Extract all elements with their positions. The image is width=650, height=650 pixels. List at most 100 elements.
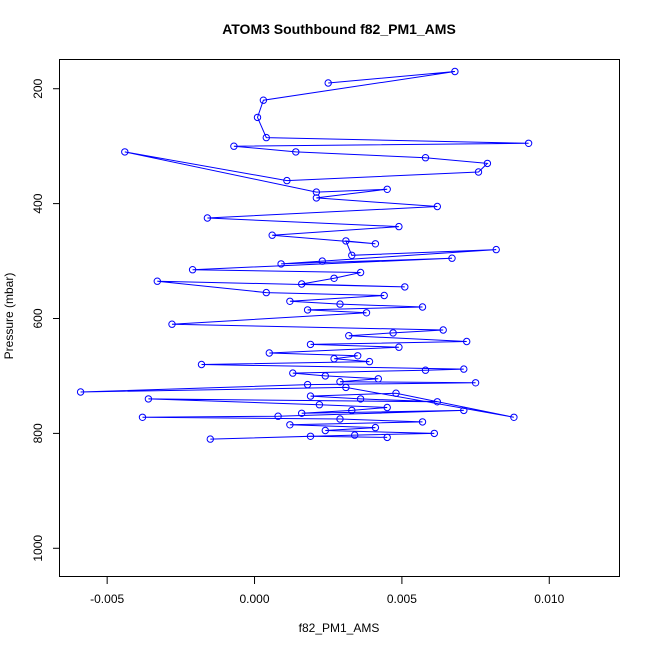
data-point bbox=[336, 415, 344, 423]
data-point bbox=[371, 423, 380, 432]
data-point bbox=[292, 148, 300, 156]
data-point bbox=[168, 320, 176, 328]
x-axis: -0.005 0.000 0.005 0.010 bbox=[90, 577, 565, 606]
plot-frame bbox=[59, 59, 620, 577]
data-point bbox=[451, 67, 459, 76]
data-point bbox=[371, 240, 380, 248]
x-tick-label: -0.005 bbox=[90, 592, 124, 606]
plot-area bbox=[76, 67, 533, 443]
y-axis: 200 400 600 800 1000 bbox=[31, 78, 60, 562]
data-point bbox=[336, 300, 344, 308]
data-point bbox=[206, 435, 215, 443]
data-point bbox=[362, 309, 371, 317]
series-line bbox=[80, 71, 529, 440]
data-point bbox=[365, 357, 374, 366]
data-point bbox=[524, 139, 533, 148]
x-tick-label: 0.000 bbox=[240, 592, 270, 606]
data-point bbox=[321, 372, 329, 380]
data-point bbox=[265, 349, 273, 357]
data-point bbox=[348, 251, 356, 260]
data-point bbox=[380, 291, 388, 300]
y-tick-label: 1000 bbox=[31, 535, 45, 562]
data-point bbox=[312, 194, 321, 202]
y-tick-label: 200 bbox=[31, 78, 45, 98]
data-point bbox=[383, 403, 391, 412]
data-point bbox=[76, 388, 85, 396]
data-point bbox=[144, 395, 153, 403]
data-point bbox=[286, 421, 294, 429]
data-point bbox=[188, 266, 197, 274]
data-point bbox=[418, 418, 427, 426]
data-point bbox=[298, 280, 306, 288]
y-tick-label: 400 bbox=[31, 193, 45, 213]
data-point bbox=[312, 188, 321, 196]
data-point bbox=[262, 133, 270, 142]
data-point bbox=[306, 392, 315, 400]
data-point bbox=[389, 329, 397, 337]
data-point bbox=[203, 214, 212, 222]
data-point bbox=[383, 185, 391, 194]
data-point bbox=[253, 113, 262, 122]
data-point bbox=[492, 245, 500, 254]
data-point bbox=[303, 380, 312, 389]
data-point bbox=[298, 409, 306, 417]
data-point bbox=[330, 274, 338, 282]
data-point bbox=[348, 406, 356, 415]
data-point bbox=[274, 412, 282, 420]
x-axis-label: f82_PM1_AMS bbox=[299, 621, 380, 635]
data-point bbox=[421, 366, 430, 374]
data-point bbox=[121, 148, 129, 156]
data-point bbox=[433, 202, 441, 211]
data-point bbox=[354, 352, 362, 360]
data-point bbox=[463, 337, 471, 346]
data-point bbox=[283, 176, 291, 185]
data-point bbox=[336, 378, 344, 386]
data-point bbox=[262, 288, 270, 297]
y-tick-label: 800 bbox=[31, 423, 45, 443]
data-point bbox=[418, 303, 427, 311]
data-point bbox=[460, 365, 468, 373]
y-axis-label: Pressure (mbar) bbox=[2, 273, 16, 360]
data-point bbox=[395, 343, 403, 351]
data-point bbox=[342, 237, 350, 245]
data-point bbox=[138, 413, 147, 421]
data-point bbox=[430, 429, 438, 438]
data-point bbox=[439, 326, 447, 334]
data-point bbox=[421, 154, 430, 162]
data-point bbox=[510, 413, 518, 421]
data-point bbox=[471, 379, 480, 387]
chart-title: ATOM3 Southbound f82_PM1_AMS bbox=[222, 21, 456, 37]
data-point bbox=[321, 426, 329, 435]
data-point bbox=[306, 340, 315, 349]
data-point bbox=[259, 96, 268, 104]
data-point bbox=[315, 401, 324, 409]
data-point bbox=[306, 432, 315, 440]
data-point bbox=[356, 268, 365, 277]
data-point bbox=[401, 283, 409, 291]
data-point bbox=[289, 369, 297, 377]
data-point bbox=[351, 431, 359, 439]
y-tick-label: 600 bbox=[31, 308, 45, 328]
data-point bbox=[433, 398, 441, 406]
data-point bbox=[374, 375, 382, 383]
data-point bbox=[286, 297, 294, 305]
x-tick-label: 0.005 bbox=[387, 592, 417, 606]
data-point bbox=[483, 159, 492, 168]
data-point bbox=[345, 332, 353, 340]
data-point bbox=[324, 79, 332, 87]
data-point bbox=[395, 222, 403, 231]
data-point bbox=[268, 231, 276, 239]
data-point bbox=[303, 306, 312, 314]
data-point bbox=[474, 168, 483, 176]
data-point bbox=[197, 360, 206, 369]
data-point bbox=[383, 433, 391, 442]
data-point bbox=[448, 254, 456, 262]
data-point bbox=[460, 406, 468, 415]
data-point bbox=[330, 355, 338, 363]
data-point bbox=[356, 395, 365, 403]
data-point bbox=[392, 389, 400, 397]
data-point bbox=[277, 260, 285, 268]
data-point bbox=[342, 383, 350, 392]
